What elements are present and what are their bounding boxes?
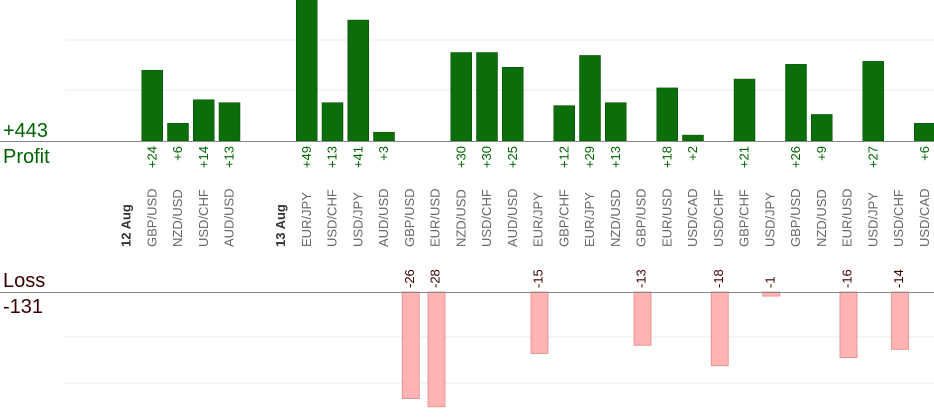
category-label: AUD/USD — [222, 188, 237, 247]
profit-value-label: +41 — [350, 146, 365, 168]
profit-value-label: +25 — [505, 146, 520, 168]
category-label: GBP/USD — [634, 188, 649, 247]
profit-value-label: +18 — [659, 146, 674, 168]
loss-value-label: -28 — [428, 269, 443, 288]
profit-bar — [785, 64, 807, 142]
loss-value-label: -13 — [634, 269, 649, 288]
category-label: NZD/USD — [608, 189, 623, 247]
profit-value-label: +9 — [814, 146, 829, 161]
category-label: GBP/USD — [788, 188, 803, 247]
category-label: EUR/JPY — [531, 192, 546, 247]
profit-bar — [141, 69, 163, 142]
profit-bar — [579, 55, 601, 142]
profit-value-label: +13 — [325, 146, 340, 168]
loss-bar — [530, 291, 549, 354]
category-label: USD/CAD — [917, 188, 932, 247]
profit-value-label: +30 — [479, 146, 494, 168]
profit-value-label: +24 — [144, 146, 159, 168]
profit-bar — [347, 19, 369, 142]
profit-value-label: +6 — [917, 146, 932, 161]
category-label: GBP/USD — [402, 188, 417, 247]
profit-bar — [167, 123, 189, 142]
category-label: USD/JPY — [762, 192, 777, 247]
profit-value-label: +26 — [788, 146, 803, 168]
loss-value-label: -16 — [840, 269, 855, 288]
loss-bar — [710, 291, 729, 367]
profit-value-label: +3 — [376, 146, 391, 161]
category-label: NZD/USD — [814, 189, 829, 247]
profit-value-label: +6 — [170, 146, 185, 161]
loss-value-label: -15 — [531, 269, 546, 288]
category-label: USD/JPY — [865, 192, 880, 247]
profit-bar — [502, 67, 524, 142]
profit-value-label: +29 — [582, 146, 597, 168]
profit-bar — [373, 131, 395, 142]
category-label: EUR/USD — [840, 188, 855, 247]
loss-value-label: -1 — [762, 276, 777, 288]
category-label: USD/JPY — [350, 192, 365, 247]
category-label: USD/CAD — [685, 188, 700, 247]
loss-value-label: -26 — [402, 269, 417, 288]
loss-label: Loss — [3, 270, 46, 292]
bars-group — [141, 0, 934, 408]
loss-total: -131 — [3, 296, 44, 318]
category-label: AUD/USD — [505, 188, 520, 247]
category-label: GBP/USD — [144, 188, 159, 247]
category-label: AUD/USD — [376, 188, 391, 247]
loss-bar — [427, 291, 446, 408]
category-label: NZD/USD — [453, 189, 468, 247]
profit-label: Profit — [3, 146, 50, 168]
profit-bar — [218, 102, 241, 142]
profit-total: +443 — [3, 120, 49, 142]
profit-bar — [862, 61, 884, 142]
loss-bar — [401, 291, 420, 399]
profit-bar — [450, 52, 472, 142]
category-label: USD/CHF — [196, 189, 211, 247]
date-label: 12 Aug — [119, 204, 134, 247]
profit-bar — [656, 87, 678, 142]
profit-bar — [476, 52, 498, 142]
profit-value-label: +13 — [608, 146, 623, 168]
category-label: USD/CHF — [325, 189, 340, 247]
category-label: USD/CHF — [479, 189, 494, 247]
profit-bar — [811, 114, 833, 142]
profit-value-label: +49 — [299, 146, 314, 168]
profit-bar — [296, 0, 318, 142]
profit-value-label: +27 — [865, 146, 880, 168]
profit-bar — [914, 123, 934, 142]
loss-bar — [633, 291, 652, 346]
category-label: USD/CHF — [891, 189, 906, 247]
category-label: EUR/USD — [659, 188, 674, 247]
profit-value-label: +12 — [556, 146, 571, 168]
category-label: NZD/USD — [170, 189, 185, 247]
labels-group: 12 Aug GBP/USD +24 NZD/USD +6 USD/CHF +14 AUD/U… — [119, 146, 932, 288]
profit-value-label: +13 — [222, 146, 237, 168]
category-label: EUR/USD — [428, 188, 443, 247]
profit-bar — [553, 105, 575, 142]
loss-value-label: -18 — [711, 269, 726, 288]
profit-value-label: +21 — [737, 146, 752, 168]
date-label: 13 Aug — [273, 204, 288, 247]
profit-bar — [682, 134, 704, 142]
loss-bar — [891, 291, 909, 350]
loss-value-label: -14 — [891, 269, 906, 288]
profit-value-label: +2 — [685, 146, 700, 161]
profit-value-label: +14 — [196, 146, 211, 168]
profit-bar — [605, 102, 627, 142]
loss-bar — [839, 291, 858, 358]
category-label: GBP/CHF — [556, 189, 571, 247]
profit-bar — [733, 78, 756, 142]
category-label: EUR/JPY — [582, 192, 597, 247]
profit-value-label: +30 — [453, 146, 468, 168]
category-label: GBP/CHF — [737, 189, 752, 247]
category-label: EUR/JPY — [299, 192, 314, 247]
category-label: USD/CHF — [711, 189, 726, 247]
profit-bar — [321, 102, 344, 142]
profit-bar — [193, 99, 215, 142]
